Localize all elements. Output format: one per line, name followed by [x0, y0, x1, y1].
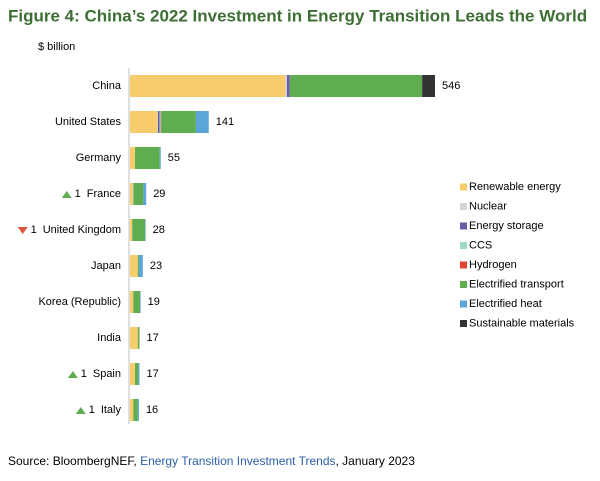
total-label: 546 [442, 80, 460, 92]
rank-change-label: 1 [89, 404, 95, 416]
bar-segment [285, 75, 287, 97]
legend-swatch [460, 300, 467, 308]
legend-swatch [460, 320, 467, 327]
bar-segment [195, 111, 209, 133]
total-label: 141 [216, 116, 234, 128]
category-label: United States [55, 116, 122, 128]
legend-swatch [460, 183, 467, 191]
category-label: United Kingdom [43, 224, 121, 236]
bar-segment [130, 399, 134, 421]
rank-change-arrow [17, 227, 28, 234]
total-label: 28 [153, 224, 165, 236]
total-label: 55 [168, 152, 180, 164]
bar-segment [138, 255, 143, 277]
legend-label: Nuclear [469, 200, 507, 212]
bar-segment [289, 75, 423, 97]
source-suffix: , January 2023 [336, 454, 416, 468]
bar-segment [130, 183, 133, 205]
category-label: Spain [93, 368, 121, 380]
bar-segment [140, 291, 141, 313]
category-label: Germany [76, 152, 122, 164]
bar-segment [161, 111, 196, 133]
total-label: 29 [153, 188, 165, 200]
category-label: China [92, 80, 122, 92]
bar-segment [130, 219, 133, 241]
legend-label: CCS [469, 239, 492, 251]
total-label: 17 [146, 368, 158, 380]
category-label: Japan [91, 260, 121, 272]
legend-swatch [460, 222, 467, 230]
source: Source: BloombergNEF, Energy Transition … [8, 454, 415, 468]
bar-segment [137, 399, 139, 421]
legend-label: Hydrogen [469, 259, 517, 271]
bar-segment [132, 219, 146, 241]
bar-segment [135, 363, 139, 385]
bar-segment [135, 147, 160, 169]
bar-segment [130, 363, 136, 385]
total-label: 23 [150, 260, 162, 272]
bar-segment [157, 111, 158, 133]
bar-segment [132, 183, 134, 205]
bar-segment [286, 75, 290, 97]
bar-segment [130, 111, 158, 133]
legend-swatch [460, 281, 467, 288]
bar-segment [138, 363, 140, 385]
bar-segment [137, 327, 140, 349]
category-label: India [97, 332, 122, 344]
total-label: 16 [146, 404, 158, 416]
legend-label: Renewable energy [469, 181, 561, 193]
chart-title: Figure 4: China’s 2022 Investment in Ene… [8, 6, 587, 25]
rank-change-label: 1 [81, 368, 87, 380]
bar-segment [130, 255, 138, 277]
legend-label: Sustainable materials [469, 317, 575, 329]
bar-segment [145, 219, 146, 241]
rank-change-arrow [61, 191, 72, 198]
legend-swatch [460, 203, 467, 210]
bar-segment [422, 75, 435, 97]
bar-segment [137, 255, 139, 277]
legend-label: Energy storage [469, 220, 544, 232]
bar-segment [159, 111, 161, 133]
total-label: 19 [148, 296, 160, 308]
bar-segment [157, 111, 160, 133]
bar-segment [130, 75, 286, 97]
bar-segment [159, 147, 161, 169]
bar-segment [130, 327, 138, 349]
total-label: 17 [146, 332, 158, 344]
bar-segment [130, 147, 136, 169]
legend-swatch [460, 261, 467, 269]
rank-change-arrow [67, 371, 78, 378]
legend-label: Electrified transport [469, 278, 564, 290]
rank-change-label: 1 [75, 188, 81, 200]
rank-change-label: 1 [31, 224, 37, 236]
category-label: Korea (Republic) [38, 296, 121, 308]
bar-segment [133, 399, 138, 421]
legend-swatch [460, 242, 467, 249]
unit-label: $ billion [38, 41, 75, 53]
rank-change-arrow [75, 407, 86, 414]
legend-label: Electrified heat [469, 298, 542, 310]
category-label: France [87, 188, 121, 200]
category-label: Italy [101, 404, 122, 416]
source-link[interactable]: Energy Transition Investment Trends [140, 454, 335, 468]
source-prefix: Source: BloombergNEF, [8, 454, 140, 468]
bar-segment [160, 111, 162, 133]
bar-segment [133, 183, 144, 205]
bar-segment [133, 291, 141, 313]
bar-segment [130, 291, 134, 313]
bar-segment [143, 183, 147, 205]
